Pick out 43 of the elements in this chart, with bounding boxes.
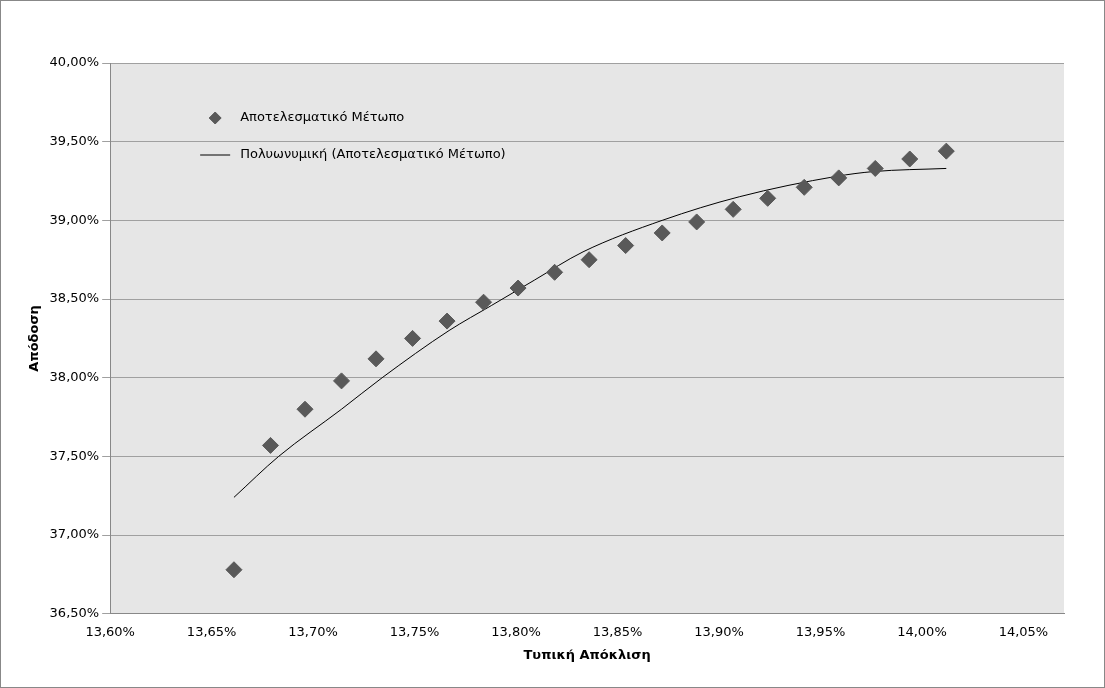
point: [333, 372, 351, 390]
x-tick-label: 13,80%: [491, 623, 541, 639]
point: [509, 279, 527, 297]
point: [546, 263, 564, 281]
y-tick-label: 40,00%: [49, 54, 100, 70]
x-tick-label: 13,95%: [795, 623, 846, 639]
legend-label: Αποτελεσματικό Μέτωπο: [240, 109, 405, 125]
point: [724, 200, 742, 218]
point: [225, 561, 243, 579]
point: [937, 142, 955, 160]
point: [759, 189, 777, 207]
point: [580, 251, 598, 269]
x-tick-label: 13,60%: [85, 623, 135, 639]
y-tick-label: 37,50%: [49, 447, 100, 463]
x-tick-label: 13,85%: [592, 623, 643, 639]
point: [688, 213, 706, 231]
y-axis-title: Απόδοση: [26, 305, 42, 372]
point: [475, 293, 493, 311]
y-tick-label: 38,00%: [49, 369, 100, 385]
point: [404, 329, 422, 347]
x-tick-label: 13,70%: [288, 623, 338, 639]
point: [367, 350, 385, 368]
point: [617, 237, 635, 255]
x-tick-label: 13,75%: [389, 623, 440, 639]
x-tick-label: 14,05%: [998, 623, 1049, 639]
x-axis-title: Τυπική Απόκλιση: [523, 646, 651, 662]
point: [296, 400, 314, 418]
y-tick-label: 36,50%: [49, 605, 100, 621]
y-tick-label: 37,00%: [49, 526, 100, 542]
point: [795, 178, 813, 196]
point: [830, 169, 848, 187]
point: [438, 312, 456, 330]
point: [261, 436, 279, 454]
point: [653, 224, 671, 242]
y-tick-label: 39,00%: [49, 211, 100, 227]
y-tick-label: 39,50%: [49, 133, 100, 149]
y-tick-label: 38,50%: [49, 290, 100, 306]
point: [866, 159, 884, 177]
x-tick-label: 14,00%: [897, 623, 947, 639]
legend-label: Πολυωνυμική (Αποτελεσματικό Μέτωπο): [240, 146, 506, 162]
x-tick-label: 13,90%: [694, 623, 744, 639]
x-tick-label: 13,65%: [186, 623, 237, 639]
point: [901, 150, 919, 168]
